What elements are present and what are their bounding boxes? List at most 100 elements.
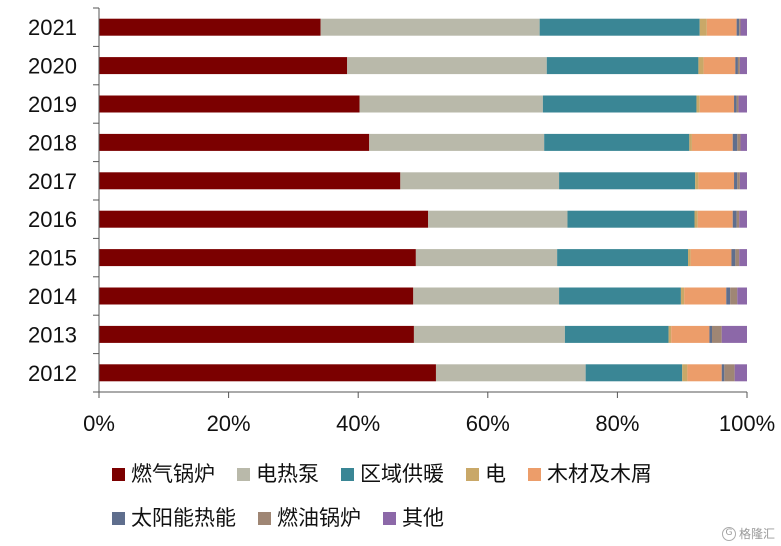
legend-label: 木材及木屑 (547, 462, 652, 486)
bar-segment-2021-7 (740, 18, 747, 36)
y-tick-label-2019: 2019 (28, 92, 77, 117)
legend-item-4: 木材及木屑 (528, 462, 652, 486)
legend-label: 其他 (402, 506, 444, 530)
y-tick-label-2020: 2020 (28, 54, 77, 79)
y-tick-label-2018: 2018 (28, 130, 77, 155)
y-tick-label-2015: 2015 (28, 246, 77, 271)
legend-swatch (112, 511, 125, 525)
legend-label: 区域供暖 (360, 462, 444, 486)
bar-segment-2018-4 (691, 133, 733, 151)
bar-segment-2013-7 (721, 325, 747, 343)
bar-segment-2021-3 (699, 18, 707, 36)
bar-segment-2020-4 (703, 57, 736, 75)
bar-segment-2018-7 (740, 133, 747, 151)
bar-segment-2014-6 (730, 287, 738, 305)
x-tick-label-0: 0% (83, 411, 115, 436)
bar-segment-2021-5 (736, 18, 740, 36)
bar-segment-2019-2 (542, 95, 697, 113)
legend-label: 电热泵 (256, 462, 319, 486)
legend-item-7: 其他 (383, 506, 444, 530)
legend-swatch (528, 467, 541, 481)
bar-segment-2018-2 (544, 133, 690, 151)
bar-segment-2019-6 (736, 95, 739, 113)
bar-segment-2017-0 (99, 172, 401, 190)
y-tick-label-2021: 2021 (28, 15, 77, 40)
legend-label: 太阳能热能 (131, 506, 236, 530)
bar-segment-2013-5 (709, 325, 713, 343)
bar-segment-2018-5 (732, 133, 738, 151)
bar-segment-2019-4 (699, 95, 735, 113)
bar-segment-2017-5 (734, 172, 738, 190)
bar-segment-2014-5 (726, 287, 731, 305)
bar-segment-2019-7 (738, 95, 747, 113)
x-tick-label-2: 40% (336, 411, 380, 436)
bar-segment-2021-6 (739, 18, 741, 36)
bar-segment-2015-5 (731, 249, 736, 267)
stacked-bar-chart: 2021 2020 2019 2018 2017 2016 2015 2014 2013 2012… (28, 7, 775, 436)
legend-swatch (383, 511, 396, 525)
bar-segment-2018-3 (689, 133, 692, 151)
bar-segment-2016-6 (736, 210, 740, 228)
bar-segment-2019-1 (359, 95, 543, 113)
bar-segment-2013-0 (99, 325, 414, 343)
bar-segment-2016-1 (428, 210, 568, 228)
y-tick-label-2017: 2017 (28, 169, 77, 194)
legend-label: 电 (485, 462, 506, 486)
x-tick-label-3: 60% (466, 411, 510, 436)
watermark-logo-icon: G (721, 526, 736, 541)
legend-swatch (258, 511, 271, 525)
bar-segment-2013-1 (413, 325, 565, 343)
bar-segment-2014-0 (99, 287, 414, 305)
bar-segment-2017-3 (695, 172, 699, 190)
x-tick-label-1: 20% (207, 411, 251, 436)
bar-segment-2013-2 (564, 325, 669, 343)
bar-segment-2020-5 (735, 57, 738, 75)
x-tick-label-4: 80% (595, 411, 639, 436)
bar-segment-2014-2 (559, 287, 681, 305)
bar-segment-2018-6 (737, 133, 741, 151)
bar-segment-2016-4 (697, 210, 733, 228)
legend-swatch (112, 467, 125, 481)
legend-item-2: 区域供暖 (341, 462, 444, 486)
bar-segment-2012-5 (721, 364, 725, 382)
bar-segment-2015-0 (99, 249, 416, 267)
legend-swatch (466, 467, 479, 481)
bar-segment-2015-7 (739, 249, 747, 267)
bar-segment-2015-4 (690, 249, 732, 267)
bar-segment-2015-6 (735, 249, 740, 267)
legend-item-1: 电热泵 (237, 462, 319, 486)
legend-swatch (237, 467, 250, 481)
bar-segment-2017-6 (737, 172, 740, 190)
bar-segment-2014-3 (680, 287, 685, 305)
bar-segment-2016-0 (99, 210, 429, 228)
legend-item-0: 燃气锅炉 (112, 462, 215, 486)
bar-segment-2020-7 (739, 57, 747, 75)
bar-segment-2012-6 (724, 364, 735, 382)
bar-segment-2016-3 (694, 210, 698, 228)
bar-segment-2016-5 (732, 210, 737, 228)
watermark: G 格隆汇 (721, 525, 775, 542)
bar-segment-2016-2 (567, 210, 695, 228)
watermark-text: 格隆汇 (738, 527, 775, 541)
bar-segment-2014-7 (737, 287, 747, 305)
bar-segment-2013-3 (668, 325, 672, 343)
y-tick-label-2014: 2014 (28, 284, 77, 309)
bar-segment-2020-3 (698, 57, 704, 75)
x-tick-label-5: 100% (719, 411, 775, 436)
bar-segment-2014-1 (413, 287, 560, 305)
legend-swatch (341, 467, 354, 481)
bar-segment-2015-2 (557, 249, 689, 267)
bar-segment-2021-4 (706, 18, 737, 36)
bar-segment-2020-0 (99, 57, 348, 75)
y-tick-label-2013: 2013 (28, 322, 77, 347)
bar-segment-2015-3 (688, 249, 691, 267)
bar-segment-2018-1 (369, 133, 545, 151)
legend-item-6: 燃油锅炉 (258, 506, 361, 530)
legend-item-5: 太阳能热能 (112, 506, 236, 530)
bar-segment-2017-1 (400, 172, 560, 190)
bar-segment-2019-3 (696, 95, 700, 113)
bar-segment-2017-4 (698, 172, 735, 190)
bar-segment-2012-1 (435, 364, 586, 382)
y-tick-label-2016: 2016 (28, 207, 77, 232)
bar-segment-2017-7 (739, 172, 747, 190)
